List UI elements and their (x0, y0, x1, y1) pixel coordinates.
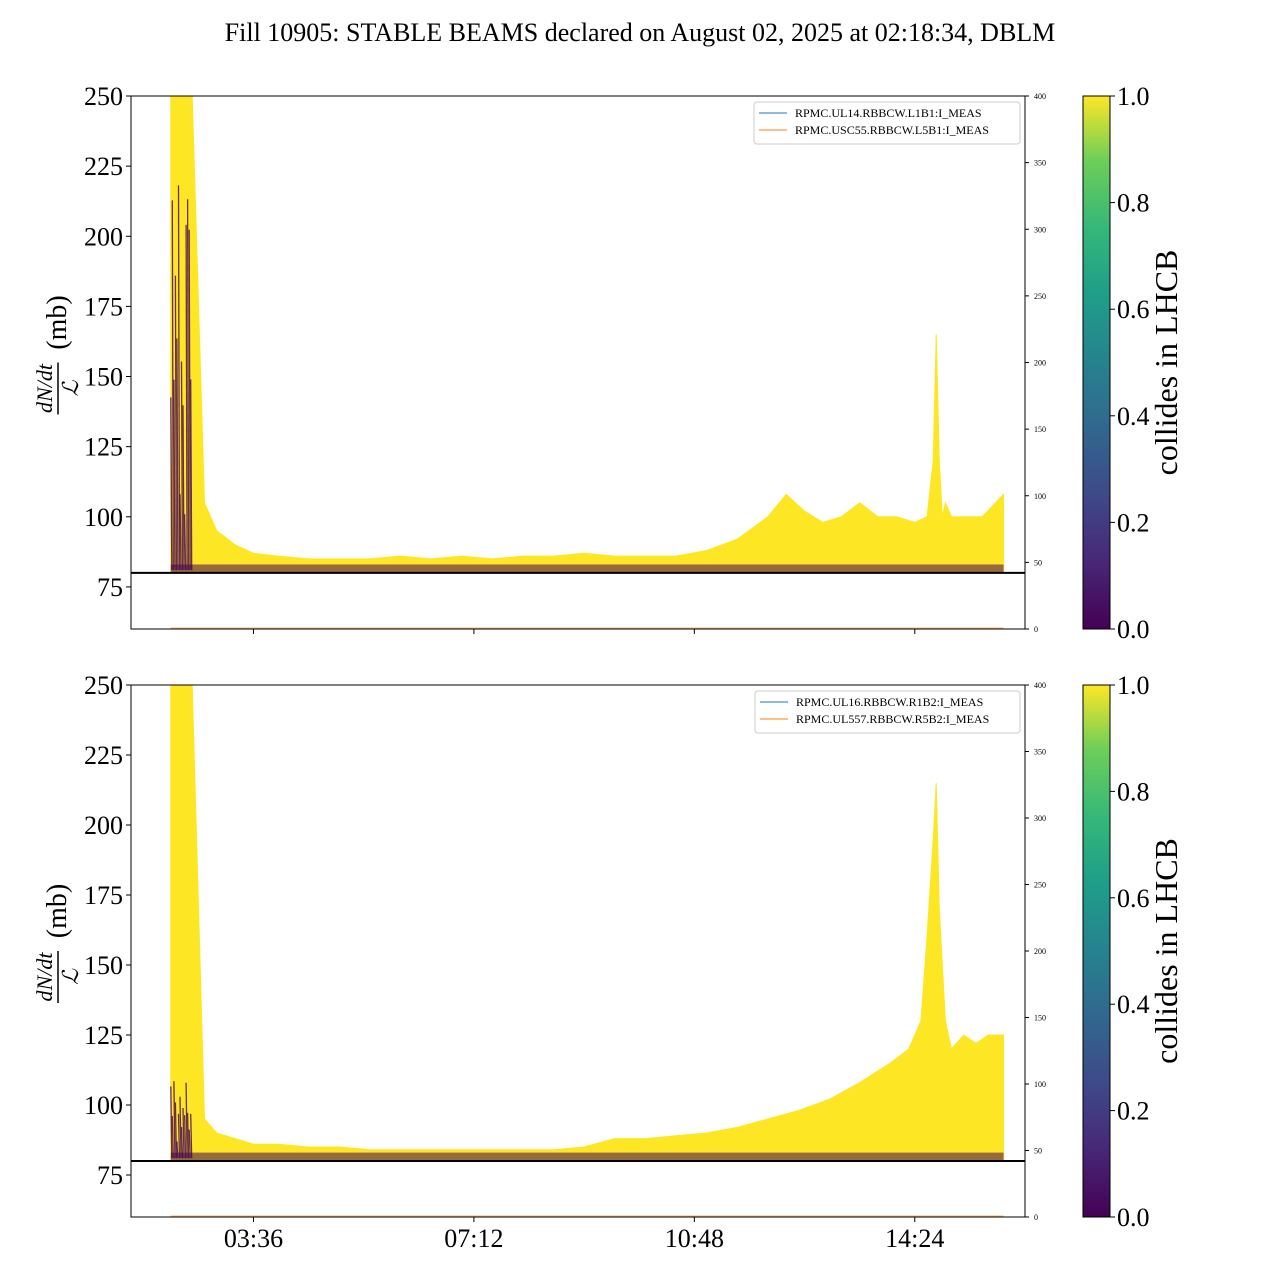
y2-tick-label: 400 (1034, 92, 1046, 101)
legend-entry: RPMC.UL557.RBBCW.R5B2:I_MEAS (796, 712, 989, 726)
y-tick-label: 225 (84, 741, 123, 770)
y-tick-label: 150 (84, 363, 123, 392)
series-envelope (171, 96, 1004, 573)
y2-tick-label: 150 (1034, 1014, 1046, 1023)
colorbar-tick-label: 0.6 (1117, 884, 1150, 913)
y-tick-label: 125 (84, 433, 123, 462)
legend: RPMC.UL16.RBBCW.R1B2:I_MEAS RPMC.UL557.RB… (755, 691, 1020, 733)
series-envelope (171, 685, 1004, 1161)
y2-tick-label: 400 (1034, 681, 1046, 690)
y2-tick-label: 200 (1034, 359, 1046, 368)
y-label-denominator: ℒ (58, 968, 83, 985)
colorbar-tick-label: 0.8 (1117, 777, 1150, 806)
series-baseline (171, 1153, 1004, 1161)
colorbar-tick-label: 0.2 (1117, 508, 1150, 537)
y-tick-label: 250 (84, 82, 123, 111)
y2-tick-label: 100 (1034, 492, 1046, 501)
x-tick-label: 07:12 (444, 1224, 503, 1253)
colorbar-gradient (1083, 685, 1110, 1217)
y2-tick-label: 0 (1034, 1213, 1038, 1222)
legend: RPMC.UL14.RBBCW.L1B1:I_MEAS RPMC.USC55.RB… (754, 102, 1020, 144)
y2-tick-label: 350 (1034, 748, 1046, 757)
y-tick-label: 100 (84, 503, 123, 532)
y-label-numerator: dN/dt (32, 363, 57, 413)
legend-entry: RPMC.USC55.RBBCW.L5B1:I_MEAS (795, 123, 989, 137)
y2-tick-label: 350 (1034, 159, 1046, 168)
y-axis-label: dN/dt ℒ (mb) (32, 884, 83, 1003)
x-tick-label: 14:24 (885, 1224, 944, 1253)
y-tick-label: 75 (97, 573, 123, 602)
y2-tick-label: 50 (1034, 558, 1042, 567)
y2-tick-label: 150 (1034, 425, 1046, 434)
y2-tick-label: 0 (1034, 625, 1038, 634)
y2-tick-label: 250 (1034, 881, 1046, 890)
y-tick-label: 175 (84, 881, 123, 910)
colorbar-tick-label: 0.0 (1117, 615, 1150, 644)
x-tick-label: 10:48 (665, 1224, 724, 1253)
colorbar: 0.0 0.2 0.4 0.6 0.8 1.0 collides in LHCB (1083, 82, 1184, 644)
y2-tick-label: 50 (1034, 1147, 1042, 1156)
y-tick-label: 125 (84, 1021, 123, 1050)
y2-tick-label: 300 (1034, 225, 1046, 234)
panel-bottom: 75 100 125 150 175 200 225 250 0 50 100 150 200 250 30… (32, 671, 1184, 1253)
colorbar-tick-label: 1.0 (1117, 671, 1150, 700)
y-tick-label: 150 (84, 951, 123, 980)
panel-top: 75 100 125 150 175 200 225 250 0 50 100 150 200 250 30… (32, 82, 1184, 644)
y-tick-label: 175 (84, 292, 123, 321)
y-label-unit: (mb) (42, 884, 73, 938)
colorbar-label: collides in LHCB (1148, 250, 1184, 476)
y2-tick-label: 200 (1034, 947, 1046, 956)
colorbar-tick-label: 0.2 (1117, 1097, 1150, 1126)
y2-tick-label: 300 (1034, 814, 1046, 823)
colorbar-gradient (1083, 96, 1110, 629)
y2-tick-label: 100 (1034, 1080, 1046, 1089)
y-tick-label: 75 (97, 1161, 123, 1190)
y2-tick-label: 250 (1034, 292, 1046, 301)
colorbar: 0.0 0.2 0.4 0.6 0.8 1.0 collides in LHCB (1083, 671, 1184, 1232)
y-tick-label: 200 (84, 811, 123, 840)
y-tick-label: 250 (84, 671, 123, 700)
y-label-numerator: dN/dt (32, 952, 57, 1002)
y-axis-label: dN/dt ℒ (mb) (32, 295, 83, 414)
colorbar-label: collides in LHCB (1148, 838, 1184, 1064)
colorbar-tick-label: 0.6 (1117, 295, 1150, 324)
y-label-denominator: ℒ (58, 379, 83, 396)
colorbar-tick-label: 1.0 (1117, 82, 1150, 111)
series-baseline (171, 564, 1004, 572)
series-noncolliding (171, 185, 1004, 572)
colorbar-tick-label: 0.0 (1117, 1203, 1150, 1232)
legend-entry: RPMC.UL16.RBBCW.R1B2:I_MEAS (796, 695, 983, 709)
legend-entry: RPMC.UL14.RBBCW.L1B1:I_MEAS (795, 106, 982, 120)
x-tick-label: 03:36 (224, 1224, 283, 1253)
colorbar-tick-label: 0.4 (1117, 402, 1150, 431)
y-tick-label: 225 (84, 152, 123, 181)
y-tick-label: 100 (84, 1091, 123, 1120)
colorbar-tick-label: 0.8 (1117, 189, 1150, 218)
y-label-unit: (mb) (42, 295, 73, 349)
colorbar-tick-label: 0.4 (1117, 990, 1150, 1019)
y-tick-label: 200 (84, 222, 123, 251)
